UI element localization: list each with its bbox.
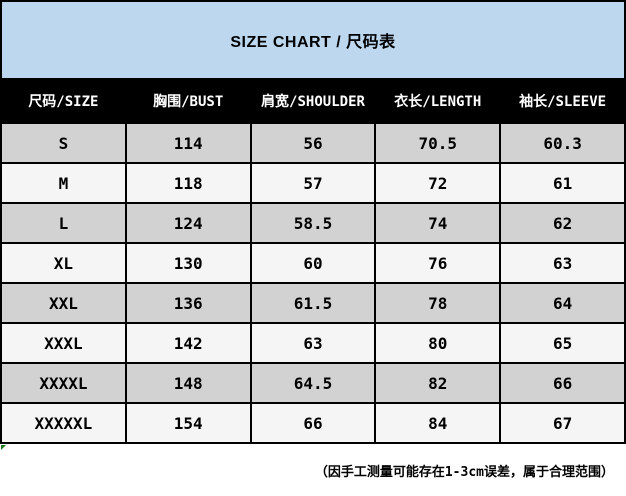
measurement-cell: 63 [499,242,626,284]
measurement-cell: 148 [124,362,252,404]
header-cell: 肩宽/SHOULDER [249,78,377,124]
page-title: SIZE CHART / 尺码表 [230,34,396,51]
measurement-cell: 82 [374,362,502,404]
measurement-cell: 65 [499,322,626,364]
table-row: S 114 56 70.5 60.3 [0,122,626,164]
measurement-cell: 66 [249,402,377,444]
table-row: XXXXXL 154 66 84 67 [0,402,626,444]
table-row: XXXXL 148 64.5 82 66 [0,362,626,404]
measurement-cell: 76 [374,242,502,284]
measurement-cell: 57 [249,162,377,204]
table-row: XXL 136 61.5 78 64 [0,282,626,324]
size-label-cell: M [0,162,127,204]
measurement-cell: 58.5 [249,202,377,244]
size-label-cell: XXXL [0,322,127,364]
size-label-cell: XXXXXL [0,402,127,444]
table-row: L 124 58.5 74 62 [0,202,626,244]
size-table-header-row: 尺码/SIZE 胸围/BUST 肩宽/SHOULDER 衣长/LENGTH 袖长/SLE… [0,78,626,124]
size-table: 尺码/SIZE 胸围/BUST 肩宽/SHOULDER 衣长/LENGTH 袖长/SLE… [0,78,626,444]
measurement-cell: 114 [124,122,252,164]
cell-error-indicator [1,445,6,450]
header-cell: 尺码/SIZE [0,78,127,124]
measurement-cell: 61.5 [249,282,377,324]
size-label-cell: S [0,122,127,164]
measurement-cell: 70.5 [374,122,502,164]
measurement-cell: 63 [249,322,377,364]
size-label-cell: XL [0,242,127,284]
header-cell: 衣长/LENGTH [374,78,502,124]
header-cell: 袖长/SLEEVE [499,78,626,124]
measurement-cell: 64 [499,282,626,324]
header-cell: 胸围/BUST [124,78,252,124]
measurement-cell: 154 [124,402,252,444]
measurement-cell: 80 [374,322,502,364]
size-label-cell: XXL [0,282,127,324]
measurement-cell: 124 [124,202,252,244]
measurement-cell: 61 [499,162,626,204]
measurement-cell: 142 [124,322,252,364]
measurement-cell: 62 [499,202,626,244]
table-row: XL 130 60 76 63 [0,242,626,284]
measurement-cell: 60.3 [499,122,626,164]
table-row: M 118 57 72 61 [0,162,626,204]
measurement-cell: 64.5 [249,362,377,404]
measurement-cell: 130 [124,242,252,284]
size-chart-banner: SIZE CHART / 尺码表 [0,0,626,78]
measurement-cell: 136 [124,282,252,324]
measurement-cell: 78 [374,282,502,324]
table-row: XXXL 142 63 80 65 [0,322,626,364]
measurement-cell: 60 [249,242,377,284]
footer-note-area: （因手工测量可能存在1-3cm误差，属于合理范围） [0,444,626,496]
measurement-cell: 72 [374,162,502,204]
measurement-cell: 118 [124,162,252,204]
measurement-cell: 74 [374,202,502,244]
measurement-cell: 84 [374,402,502,444]
size-label-cell: L [0,202,127,244]
measurement-cell: 67 [499,402,626,444]
measurement-cell: 56 [249,122,377,164]
measurement-note: （因手工测量可能存在1-3cm误差，属于合理范围） [314,464,614,480]
measurement-cell: 66 [499,362,626,404]
size-label-cell: XXXXL [0,362,127,404]
